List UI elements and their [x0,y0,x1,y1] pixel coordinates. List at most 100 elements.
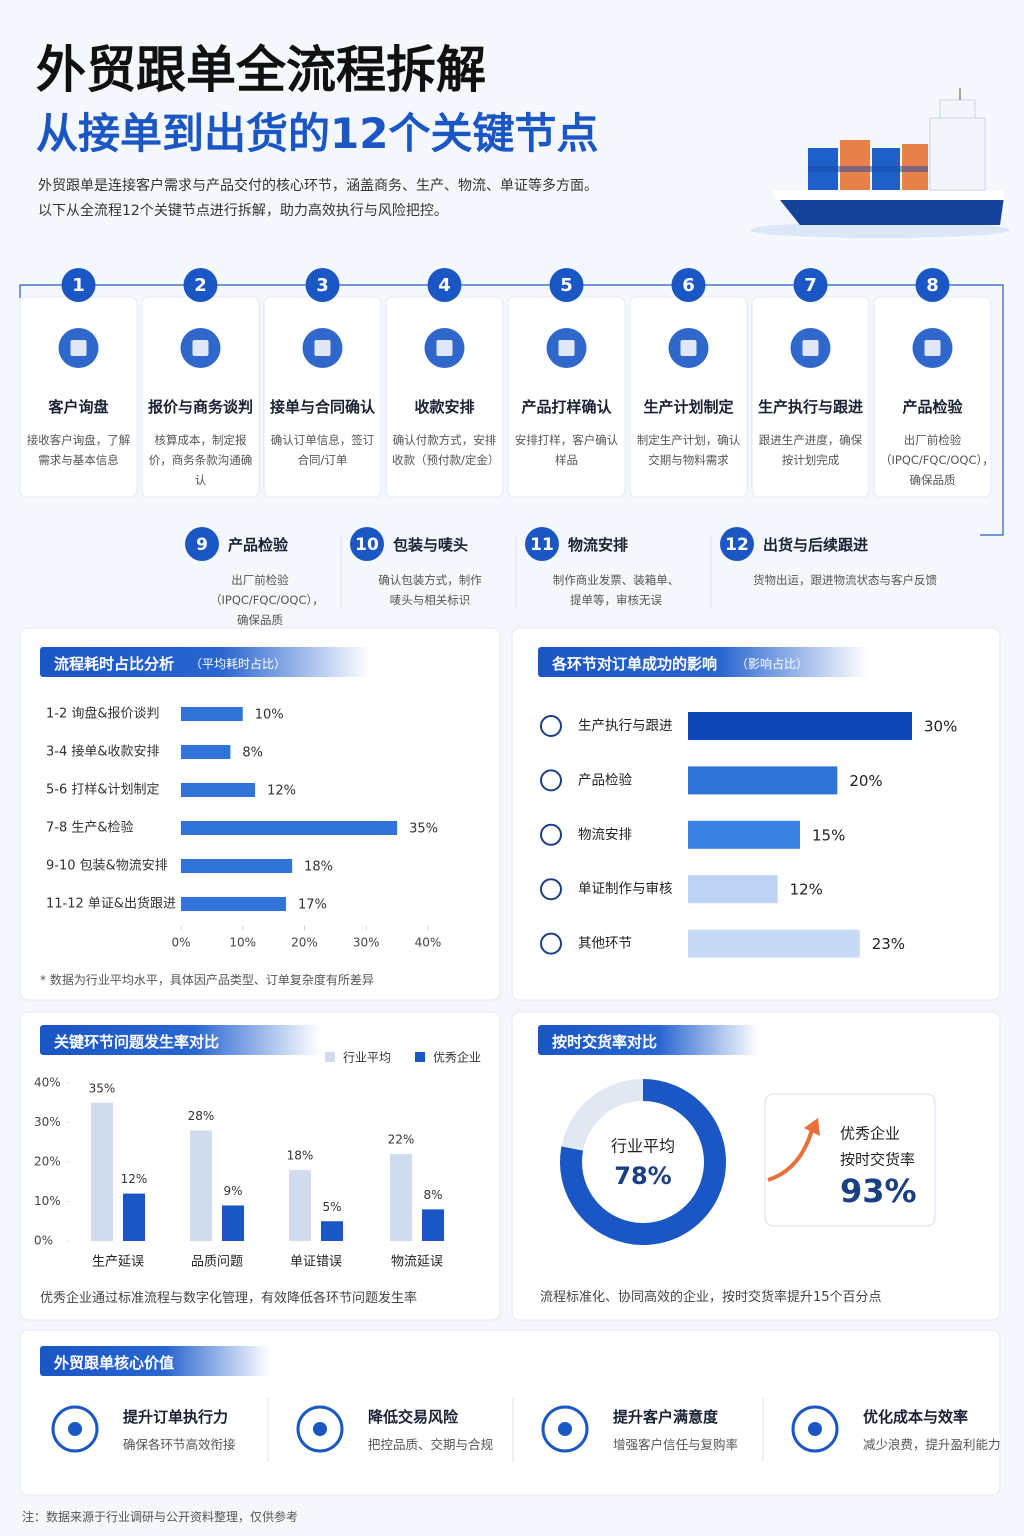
value-label: 35% [409,822,438,837]
value-label: 17% [298,898,327,913]
step-badge [720,527,754,561]
category-icon [540,715,562,737]
step-number: 6 [682,275,695,296]
trend-arrow-head [804,1118,820,1136]
value-desc: 增强客户信任与复购率 [613,1437,739,1452]
value-label: 20% [849,772,882,790]
value-label: 28% [188,1109,215,1123]
value-label: 23% [872,935,905,953]
donut-value: 78% [614,1162,671,1190]
step-desc: 核算成本，制定报价，商务条款沟通确认 [148,433,253,487]
value-label: 15% [812,826,845,844]
category-label: 生产执行与跟进 [578,718,673,734]
step-icon-detail [436,340,453,356]
step-desc: 确认包装方式，制作唛头与相关标识 [378,573,482,607]
chart-note: 流程标准化、协同高效的企业，按时交货率提升15个百分点 [540,1290,882,1305]
x-tick-label: 物流延误 [391,1255,443,1270]
category-icon [540,878,562,901]
bar [390,1154,412,1241]
step-number: 3 [316,275,329,296]
value-desc: 把控品质、交期与合规 [368,1437,494,1452]
value-icon [296,1405,344,1453]
step-desc: 确认付款方式，安排收款（预付款/定金） [392,433,500,467]
step-desc: 确认订单信息，签订合同/订单 [270,433,375,467]
step-desc: 制定生产计划，确认交期与物料需求 [636,433,741,467]
y-tick-label: 20% [34,1155,61,1169]
step-badge [305,268,340,302]
step-badge [350,527,384,561]
y-tick-label: 7-8 生产&检验 [46,820,134,836]
x-tick-label: 30% [353,936,380,950]
chart-note: 优秀企业通过标准流程与数字化管理，有效降低各环节问题发生率 [40,1291,418,1306]
step-badge [61,268,96,302]
value-label: 30% [924,718,957,736]
chart-title: 流程耗时占比分析 [54,655,175,673]
x-tick-label: 20% [291,936,318,950]
value-title: 提升客户满意度 [613,1408,719,1426]
category-label: 产品检验 [578,772,632,788]
bar [123,1193,145,1241]
bar [181,897,286,911]
value-title: 优化成本与效率 [863,1408,969,1426]
bar [688,766,838,795]
step-number: 10 [355,535,379,555]
highlight-value: 93% [840,1172,917,1210]
value-title: 提升订单执行力 [123,1408,229,1426]
value-icon-dot [68,1422,82,1436]
step-number: 7 [804,275,817,296]
step-title: 生产执行与跟进 [757,398,863,416]
category-icon [540,823,562,846]
value-icon-dot [558,1422,572,1436]
bar [181,707,243,721]
legend-swatch [325,1052,335,1062]
y-tick-label: 3-4 接单&收款安排 [46,744,160,760]
step-title: 物流安排 [568,536,629,554]
y-tick-label: 40% [34,1076,61,1090]
section-banner: 各环节对订单成功的影响 （影响占比） [538,647,868,677]
step-title: 报价与商务谈判 [147,398,253,416]
legend-swatch [415,1052,425,1062]
bar [91,1102,113,1241]
bar [321,1221,343,1241]
legend-label: 优秀企业 [433,1050,481,1065]
y-tick-label: 9-10 包装&物流安排 [46,859,168,874]
highlight-label: 按时交货率 [840,1151,915,1169]
donut-label: 行业平均 [611,1137,675,1156]
step-desc: 出厂前检验（IPQC/FQC/OQC），确保品质 [210,573,324,627]
category-icon [540,769,562,792]
x-tick-label: 生产延误 [92,1255,144,1270]
value-label: 35% [89,1081,116,1095]
step-badge [671,268,706,302]
step-badge [549,268,584,302]
bar [422,1209,444,1241]
x-tick-label: 品质问题 [191,1255,243,1270]
value-label: 12% [267,784,296,799]
bar [688,820,800,849]
value-label: 12% [121,1172,148,1186]
step-title: 接单与合同确认 [269,398,375,416]
bar [688,712,912,740]
bar [181,821,398,835]
section-banner: 外贸跟单核心价值 [40,1346,270,1376]
step-badge [183,268,218,302]
highlight-label: 优秀企业 [840,1125,900,1143]
step-title: 收款安排 [414,398,475,416]
step-title: 客户询盘 [48,398,109,416]
y-tick-label: 11-12 单证&出货跟进 [46,896,176,912]
x-tick-label: 10% [229,936,256,950]
step-icon-detail [680,340,697,356]
step-number: 2 [194,275,207,296]
subtitle: 从接单到出货的12个关键节点 [36,109,599,158]
step-number: 5 [560,275,573,296]
chart-title: 各环节对订单成功的影响 [552,655,718,673]
trend-arrow [767,1129,814,1182]
chart-title: 关键环节问题发生率对比 [54,1033,220,1051]
step-badge [525,527,559,561]
step-desc: 安排打样，客户确认样品 [514,433,619,467]
step-icon-detail [70,340,87,356]
section-title: 外贸跟单核心价值 [54,1354,175,1372]
section-banner: 关键环节问题发生率对比 [40,1025,320,1055]
value-label: 8% [423,1188,442,1202]
step-title: 产品打样确认 [521,398,612,416]
